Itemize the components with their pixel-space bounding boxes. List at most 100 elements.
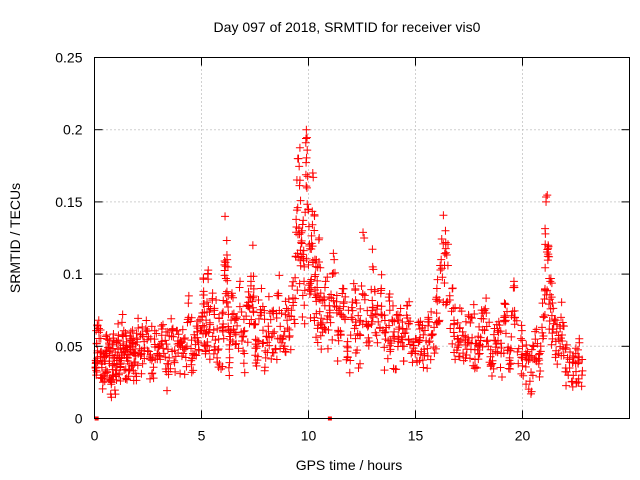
data-point — [445, 295, 454, 304]
data-point — [221, 258, 230, 267]
data-point — [281, 348, 290, 357]
data-point — [557, 298, 566, 307]
data-point — [313, 338, 322, 347]
data-point — [269, 348, 278, 357]
data-point — [311, 262, 320, 271]
data-point — [450, 332, 459, 341]
data-point — [161, 336, 170, 345]
data-point — [352, 299, 361, 308]
data-point — [268, 307, 277, 316]
data-point — [249, 293, 258, 302]
data-point — [222, 297, 231, 306]
data-point — [514, 359, 523, 368]
data-points — [91, 125, 587, 421]
data-point — [232, 312, 241, 321]
data-point — [526, 389, 535, 398]
data-point — [510, 306, 519, 315]
data-point — [424, 338, 433, 347]
data-point — [380, 316, 389, 325]
data-point — [248, 303, 257, 312]
data-point — [454, 352, 463, 361]
data-point — [316, 289, 325, 298]
data-point — [468, 333, 477, 342]
data-point — [368, 296, 377, 305]
data-point — [232, 339, 241, 348]
data-point — [419, 363, 428, 372]
data-point — [377, 302, 386, 311]
data-point — [295, 279, 304, 288]
data-point — [248, 297, 257, 306]
data-point — [482, 337, 491, 346]
data-point — [482, 294, 491, 303]
data-point — [547, 340, 556, 349]
data-point — [574, 378, 583, 387]
data-point — [531, 335, 540, 344]
data-point — [213, 346, 222, 355]
data-point — [214, 345, 223, 353]
data-point — [176, 339, 185, 348]
data-point — [427, 331, 436, 340]
data-point — [348, 298, 357, 307]
data-point — [472, 363, 481, 372]
data-point — [300, 319, 309, 328]
data-point — [444, 240, 453, 249]
data-point — [386, 347, 395, 356]
data-point — [403, 314, 412, 323]
data-point — [251, 319, 260, 328]
data-point — [575, 338, 584, 347]
data-point — [182, 362, 191, 371]
data-point — [143, 326, 152, 335]
data-point — [335, 304, 344, 313]
data-point — [168, 324, 177, 333]
data-point — [249, 292, 258, 301]
data-point — [170, 358, 179, 367]
data-point — [572, 367, 581, 376]
data-point — [416, 333, 425, 342]
data-point — [455, 338, 464, 347]
data-point — [496, 363, 505, 372]
data-point — [568, 382, 577, 391]
data-point — [470, 309, 479, 318]
data-point — [514, 344, 523, 353]
data-point — [298, 220, 307, 229]
data-point — [507, 332, 516, 341]
data-point — [398, 324, 407, 333]
data-point — [205, 318, 214, 327]
data-point — [263, 338, 272, 347]
data-point — [224, 322, 233, 331]
data-point — [523, 351, 532, 360]
data-point — [159, 344, 168, 353]
data-point — [320, 295, 329, 304]
data-point — [540, 310, 549, 319]
data-point — [351, 334, 360, 343]
data-point — [297, 252, 306, 261]
data-point — [341, 292, 350, 301]
data-point — [403, 301, 412, 310]
y-tick-label: 0.2 — [63, 122, 83, 138]
data-point — [469, 300, 478, 309]
data-point — [309, 173, 318, 182]
data-point — [308, 256, 317, 265]
data-point — [285, 333, 294, 342]
data-point — [118, 318, 127, 327]
data-point — [399, 356, 408, 365]
data-point — [194, 338, 203, 347]
data-point — [159, 349, 168, 358]
plot-frame — [94, 57, 630, 419]
data-point — [165, 331, 174, 340]
data-point — [333, 356, 342, 365]
data-point — [142, 316, 151, 325]
data-point — [290, 315, 299, 324]
data-point — [541, 284, 550, 293]
data-point — [276, 334, 285, 343]
data-point — [266, 315, 275, 324]
data-point — [392, 311, 401, 320]
data-point — [249, 272, 258, 281]
data-point — [323, 273, 332, 282]
data-point — [169, 332, 178, 341]
data-point — [493, 326, 502, 335]
data-point — [339, 284, 348, 293]
data-point — [462, 350, 471, 359]
data-point — [404, 319, 413, 328]
data-point — [485, 318, 494, 327]
